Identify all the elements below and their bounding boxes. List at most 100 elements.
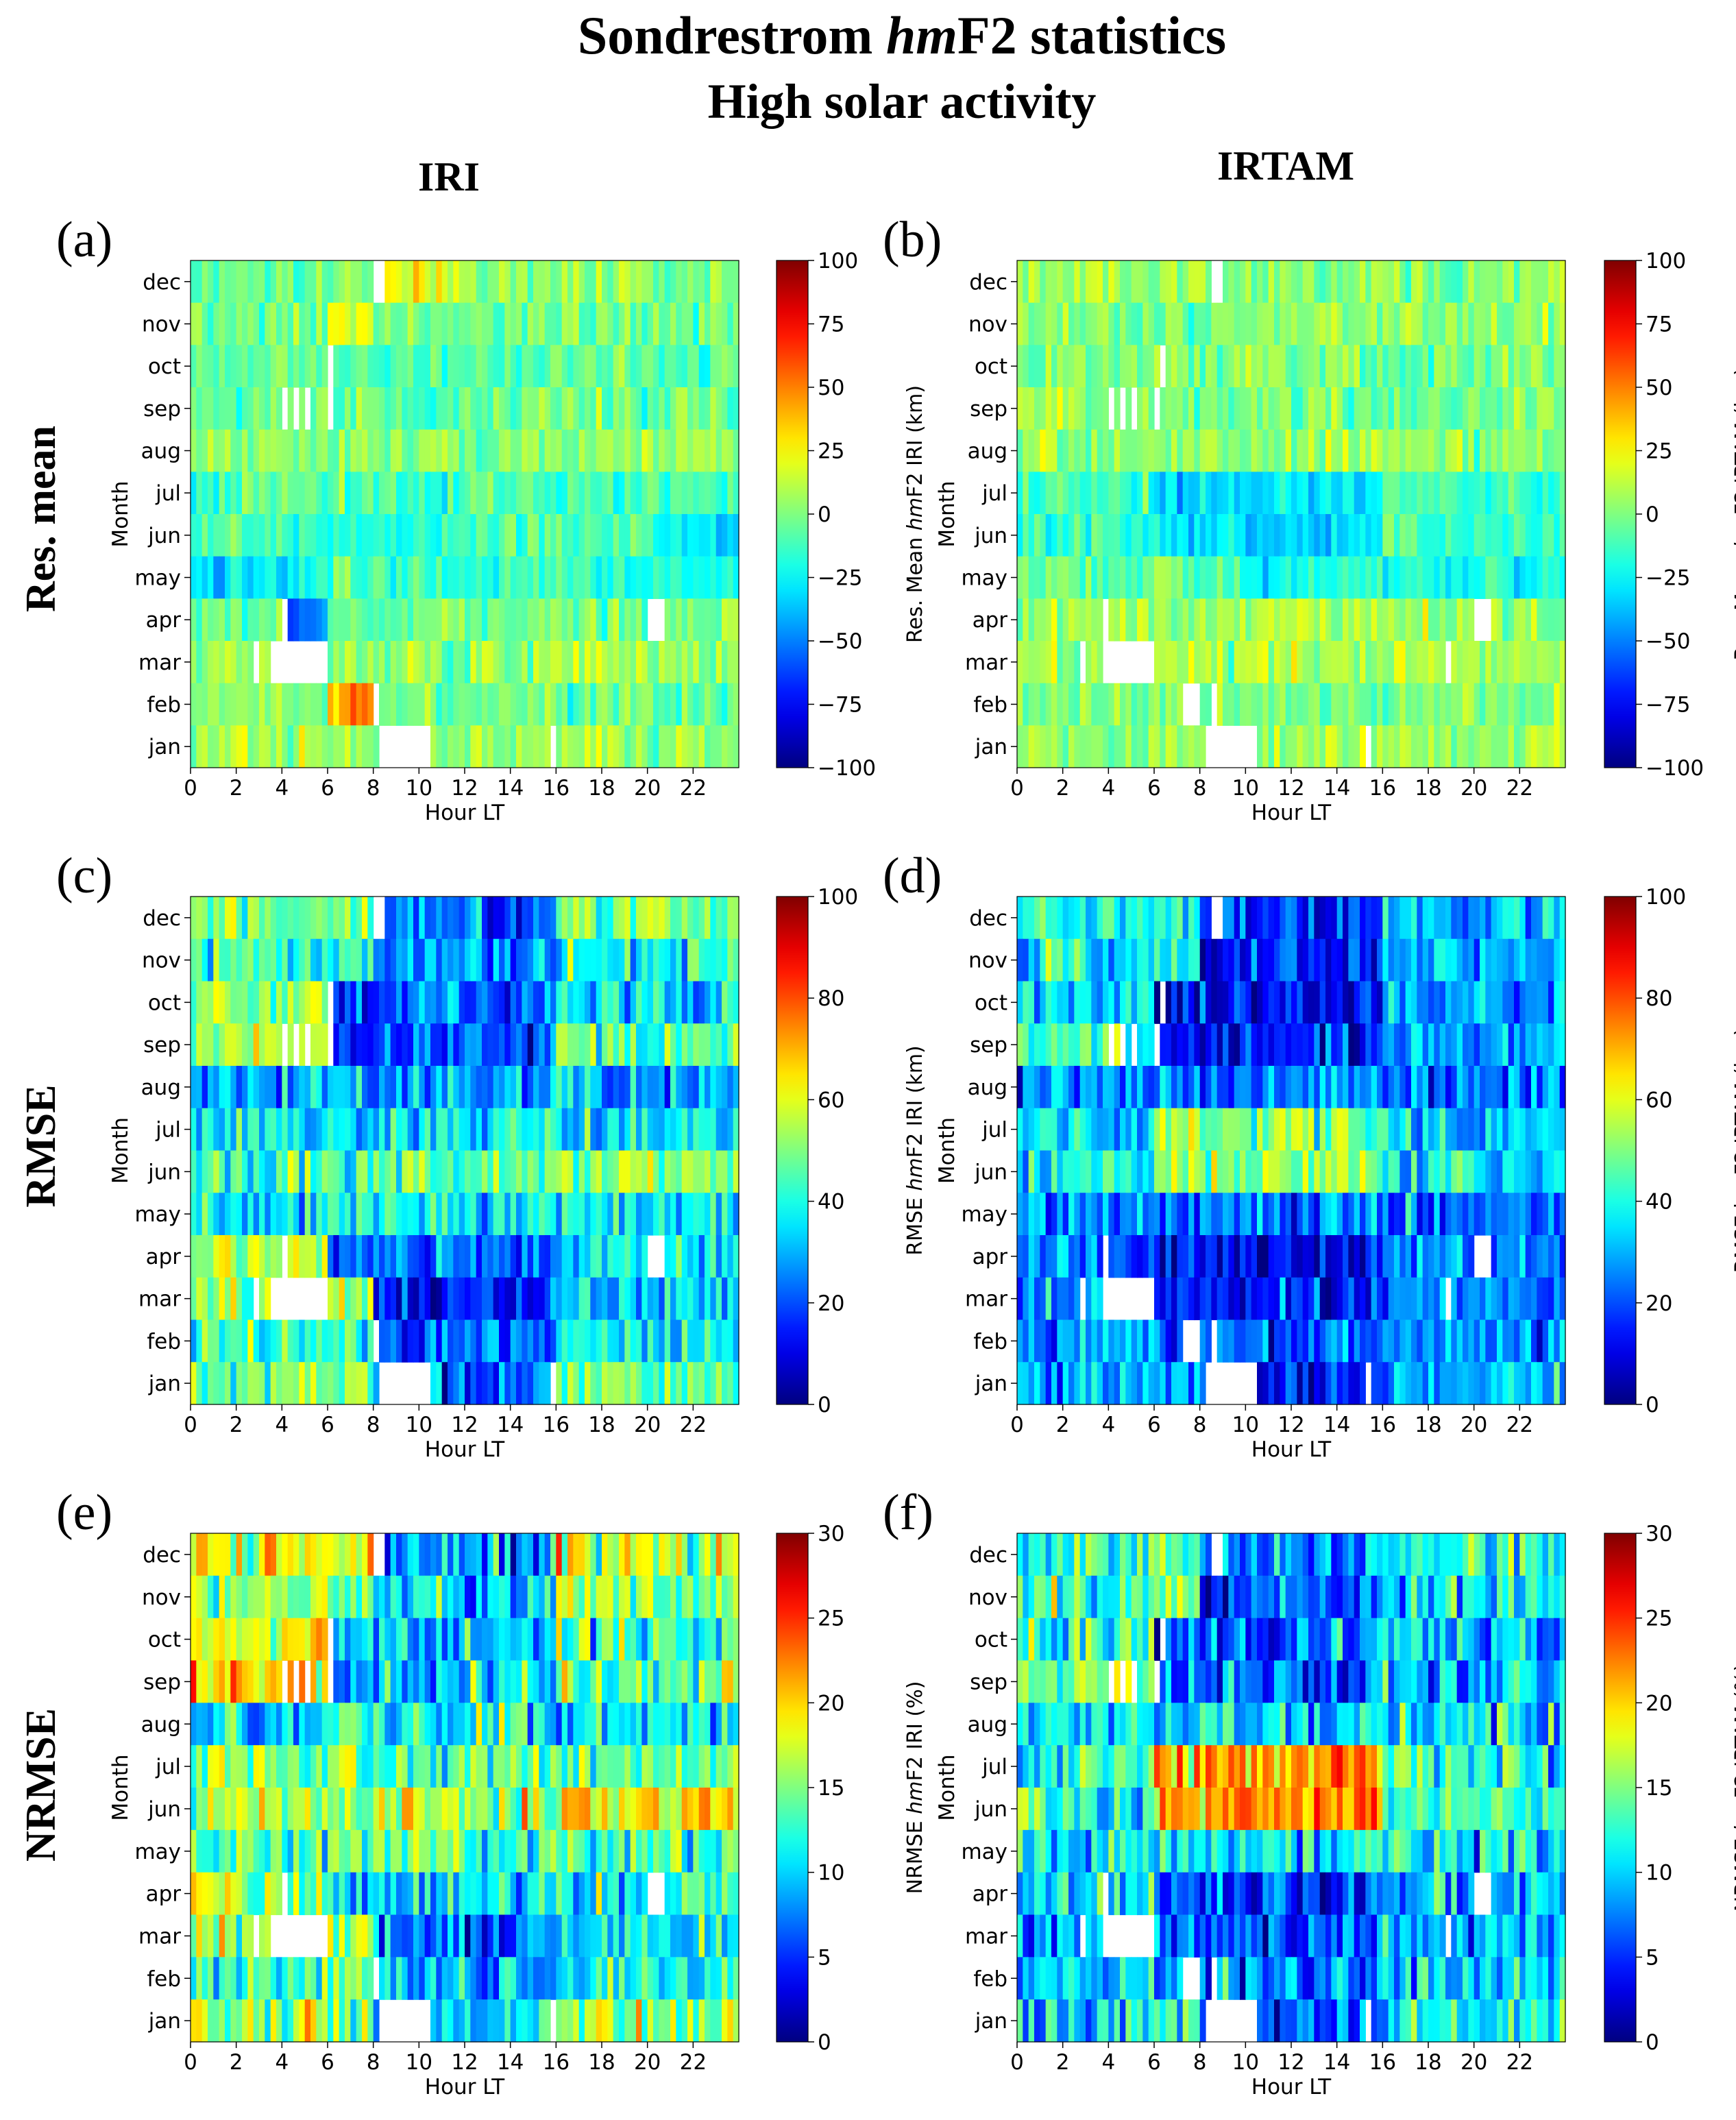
heatmap-cell: [1142, 897, 1149, 940]
heatmap-cell: [687, 556, 694, 599]
heatmap-cell: [196, 938, 203, 982]
heatmap-cell: [201, 472, 208, 515]
heatmap-cell: [533, 345, 539, 388]
heatmap-cell: [636, 1235, 642, 1278]
heatmap-cell: [1257, 429, 1263, 472]
heatmap-cell: [516, 1108, 522, 1152]
heatmap-cell: [1171, 1362, 1177, 1405]
heatmap-cell: [698, 641, 705, 684]
heatmap-cell: [1445, 598, 1452, 642]
heatmap-cell: [265, 556, 271, 599]
heatmap-cell: [578, 1575, 585, 1619]
heatmap-cell: [1325, 897, 1332, 940]
heatmap-cell: [1280, 1150, 1286, 1193]
x-tick-label: 8: [1193, 1413, 1207, 1437]
heatmap-cell: [1240, 1193, 1246, 1236]
heatmap-cell: [413, 1023, 419, 1067]
heatmap-cell: [1343, 429, 1349, 472]
heatmap-cell: [1194, 387, 1201, 430]
heatmap-cell: [1417, 1193, 1423, 1236]
heatmap-cell: [510, 1319, 517, 1363]
heatmap-cell: [493, 514, 500, 557]
heatmap-cell: [1211, 387, 1218, 430]
heatmap-cell: [1171, 1277, 1177, 1321]
heatmap-cell: [1319, 345, 1326, 388]
heatmap-cell: [647, 1277, 654, 1321]
heatmap-cell: [1474, 1066, 1480, 1109]
heatmap-cell: [1034, 345, 1040, 388]
heatmap-cell: [653, 1066, 659, 1109]
heatmap-cell: [670, 725, 676, 768]
heatmap-cell: [282, 514, 289, 557]
heatmap-cell: [585, 260, 591, 304]
heatmap-cell: [201, 1533, 208, 1576]
heatmap-cell: [1428, 1235, 1434, 1278]
heatmap-cell: [527, 598, 534, 642]
heatmap-cell: [362, 981, 368, 1024]
heatmap-cell: [1228, 1277, 1235, 1321]
heatmap-cell: [1262, 1066, 1269, 1109]
heatmap-cell: [1291, 1362, 1297, 1405]
heatmap-cell: [1434, 683, 1441, 726]
heatmap-cell: [1194, 598, 1201, 642]
heatmap-cell: [1217, 387, 1223, 430]
heatmap-cell: [1114, 345, 1121, 388]
heatmap-cell: [522, 260, 528, 304]
heatmap-cell: [624, 1533, 631, 1576]
heatmap-cell: [1103, 345, 1109, 388]
heatmap-cell: [1360, 514, 1366, 557]
heatmap-cell: [1531, 725, 1537, 768]
heatmap-cell: [1234, 1066, 1240, 1109]
heatmap-cell: [1291, 1235, 1297, 1278]
heatmap-cell: [448, 1533, 454, 1576]
heatmap-cell: [1394, 897, 1400, 940]
x-tick-label: 2: [1056, 776, 1070, 801]
heatmap-cell: [1439, 938, 1446, 982]
heatmap-cell: [453, 641, 460, 684]
heatmap-cell: [596, 1533, 602, 1576]
heatmap-cell: [373, 1193, 380, 1236]
heatmap-cell: [1348, 981, 1355, 1024]
heatmap-cell: [533, 429, 539, 472]
heatmap-cell: [487, 1277, 494, 1321]
heatmap-cell: [1268, 1235, 1275, 1278]
heatmap-cell: [1319, 938, 1326, 982]
heatmap-cell: [270, 1150, 277, 1193]
heatmap-cell: [1308, 683, 1315, 726]
heatmap-cell: [367, 683, 374, 726]
heatmap-cell: [1325, 981, 1332, 1024]
heatmap-cell: [1456, 1235, 1463, 1278]
heatmap-cell: [345, 1235, 351, 1278]
heatmap-cell: [1308, 514, 1315, 557]
heatmap-cell: [1354, 725, 1360, 768]
heatmap-cell: [1497, 598, 1503, 642]
heatmap-cell: [1474, 302, 1480, 345]
heatmap-cell: [476, 1277, 482, 1321]
heatmap-cell: [1211, 1066, 1218, 1109]
heatmap-cell: [333, 387, 340, 430]
heatmap-cell: [1097, 1235, 1103, 1278]
heatmap-cell: [465, 1533, 471, 1576]
heatmap-cell: [453, 514, 460, 557]
heatmap-cell: [1023, 1150, 1029, 1193]
heatmap-cell: [1468, 1193, 1475, 1236]
heatmap-cell: [482, 938, 488, 982]
heatmap-cell: [670, 345, 676, 388]
heatmap-cell: [316, 1108, 323, 1152]
heatmap-cell: [1508, 1066, 1515, 1109]
heatmap-cell: [282, 981, 289, 1024]
heatmap-cell: [687, 514, 694, 557]
heatmap-cell: [1051, 1150, 1058, 1193]
heatmap-cell: [1542, 345, 1549, 388]
heatmap-cell: [1365, 260, 1372, 304]
heatmap-cell: [705, 1362, 711, 1405]
heatmap-cell: [698, 981, 705, 1024]
heatmap-cell: [1371, 387, 1378, 430]
heatmap-cell: [499, 345, 505, 388]
colorbar-tick-label: 100: [818, 249, 858, 273]
heatmap-cell: [247, 472, 254, 515]
heatmap-cell: [253, 1618, 260, 1661]
heatmap-cell: [1497, 938, 1503, 982]
heatmap-cell: [1388, 725, 1395, 768]
heatmap-cell: [1086, 598, 1092, 642]
